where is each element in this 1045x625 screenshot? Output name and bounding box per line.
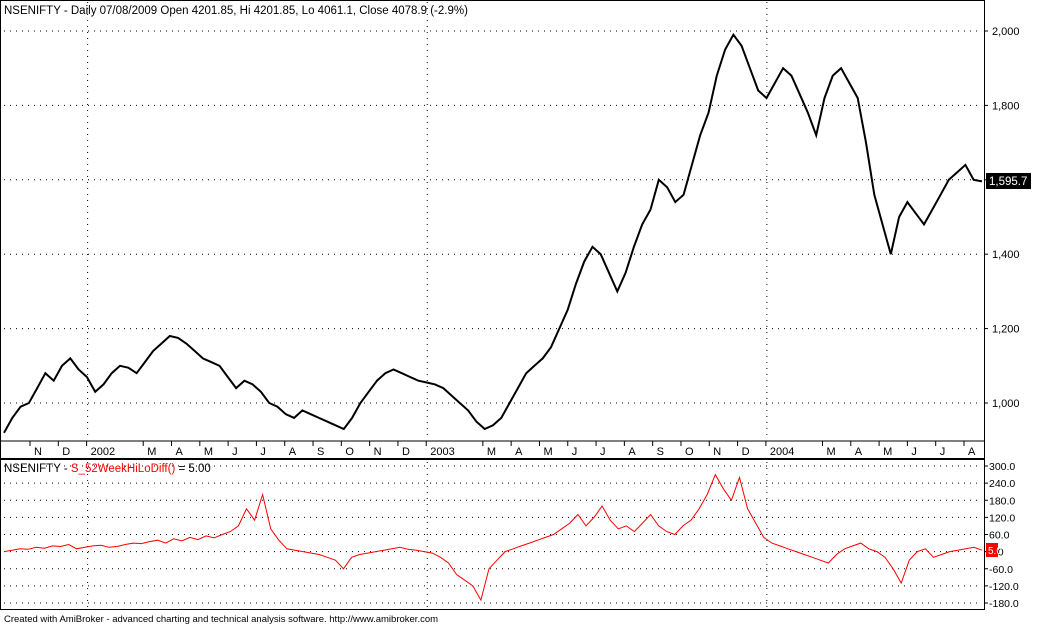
x-tick-label: M — [543, 446, 552, 458]
x-tick-label: A — [968, 446, 976, 458]
x-tick-label: O — [685, 446, 694, 458]
grid — [0, 2, 984, 608]
price-tick-label: 1,000 — [992, 398, 1020, 410]
indicator-title: NSENIFTY - S_52WeekHiLoDiff() = 5.00 — [4, 463, 211, 475]
indicator-tick-label: 240.0 — [989, 478, 1015, 490]
price-tick-label: 1,800 — [992, 100, 1020, 112]
x-tick-label: M — [147, 446, 156, 458]
indicator-axis: -180.0-120.0-60.00.060.0120.0180.0240.03… — [984, 461, 1019, 610]
x-tick-label: S — [317, 446, 324, 458]
x-tick-label: J — [940, 446, 946, 458]
indicator-tick-label: 120.0 — [989, 512, 1015, 524]
x-tick-label: M — [826, 446, 835, 458]
x-tick-label: D — [742, 446, 750, 458]
price-tick-label: 2,000 — [992, 26, 1020, 38]
x-tick-label: J — [600, 446, 606, 458]
indicator-tick-label: 180.0 — [989, 495, 1015, 507]
x-tick-label: D — [62, 446, 70, 458]
indicator-tick-label: 300.0 — [989, 461, 1015, 473]
x-tick-label: M — [204, 446, 213, 458]
price-series — [3, 32, 983, 434]
price-tick-label: 1,400 — [992, 249, 1020, 261]
x-tick-label: O — [345, 446, 354, 458]
x-tick-label: J — [911, 446, 917, 458]
x-tick-label: A — [176, 446, 184, 458]
x-tick-label: S — [657, 446, 664, 458]
price-last-value: 1,595.7 — [989, 176, 1027, 188]
x-tick-label: A — [289, 446, 297, 458]
x-tick-label: M — [487, 446, 496, 458]
indicator-series — [3, 473, 983, 602]
x-tick-label: A — [855, 446, 863, 458]
chart-title: NSENIFTY - Daily 07/08/2009 Open 4201.85… — [4, 5, 468, 17]
price-tick-label: 1,200 — [992, 324, 1020, 336]
x-tick-label: M — [883, 446, 892, 458]
x-axis-labels: N D 2002 M A M J J A S O N D 2003 M A M J J A S O N D 2004 M A M J J A — [29, 441, 976, 458]
indicator-tick-label: -120.0 — [989, 581, 1019, 593]
x-tick-label: J — [232, 446, 238, 458]
x-tick-label: 2002 — [91, 446, 115, 458]
indicator-tick-label: -60.0 — [989, 564, 1013, 576]
price-pane-frame — [0, 0, 985, 459]
x-tick-label: N — [374, 446, 382, 458]
x-tick-label: N — [34, 446, 42, 458]
indicator-last-value-marker — [986, 543, 998, 557]
x-tick-label: 2003 — [430, 446, 454, 458]
x-tick-label: J — [572, 446, 578, 458]
footer-credit: Created with AmiBroker - advanced charti… — [4, 614, 438, 625]
indicator-tick-label: -180.0 — [989, 598, 1019, 610]
x-tick-label: 2004 — [770, 446, 794, 458]
x-tick-label: A — [515, 446, 523, 458]
x-tick-label: D — [402, 446, 410, 458]
price-last-value-marker — [986, 173, 1031, 189]
x-tick-label: J — [260, 446, 266, 458]
indicator-last-value: 5.0 — [988, 546, 1002, 557]
x-tick-label: A — [628, 446, 636, 458]
indicator-tick-label: 60.0 — [989, 530, 1010, 542]
x-tick-label: N — [713, 446, 721, 458]
